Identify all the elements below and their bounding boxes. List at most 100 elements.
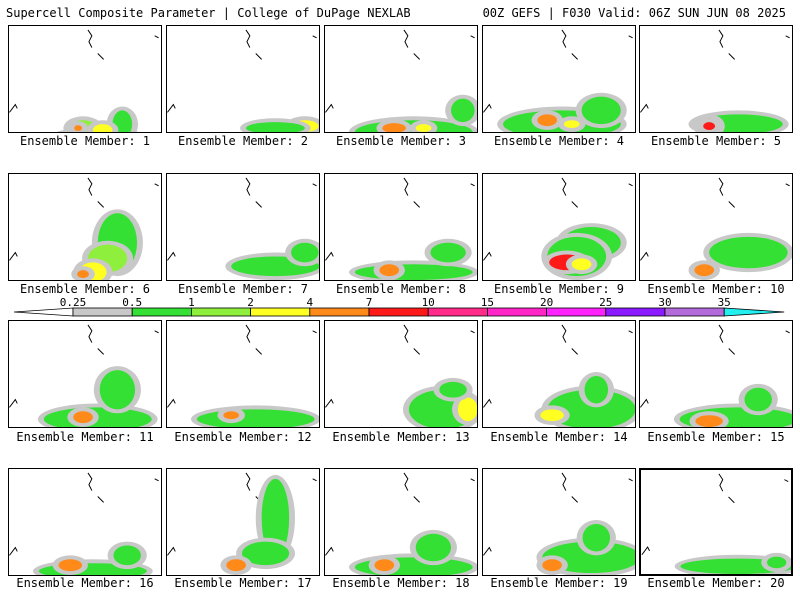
panel-map-12 xyxy=(167,324,319,427)
colorbar-segment xyxy=(72,307,133,317)
colorbar-right-arrow xyxy=(723,307,785,317)
scp-contour xyxy=(92,124,113,132)
ensemble-panel-2[interactable] xyxy=(166,25,320,133)
coastline xyxy=(483,177,633,261)
colorbar-tick-label: 15 xyxy=(480,296,495,309)
ensemble-member-label: Ensemble Member: 10 xyxy=(647,282,785,296)
coastline xyxy=(483,29,633,113)
ensemble-member-label: Ensemble Member: 18 xyxy=(332,576,470,590)
panel-map-8 xyxy=(325,177,477,280)
scp-contour xyxy=(415,533,452,562)
panel-map-1 xyxy=(9,29,159,132)
panel-map-20 xyxy=(641,473,791,574)
ensemble-panel-5[interactable] xyxy=(639,25,793,133)
ensemble-panel-13[interactable] xyxy=(324,320,478,428)
ensemble-panel-15[interactable] xyxy=(639,320,793,428)
ensemble-panel-12[interactable] xyxy=(166,320,320,428)
coastline xyxy=(325,177,475,261)
scp-contour xyxy=(540,409,564,422)
colorbar-segment xyxy=(368,307,429,317)
scp-contour xyxy=(354,264,473,280)
ensemble-member-label: Ensemble Member: 13 xyxy=(332,430,470,444)
coastline xyxy=(9,177,159,261)
scp-contour xyxy=(695,415,723,427)
colorbar-tick-label: 7 xyxy=(365,296,373,309)
ensemble-panel-6[interactable] xyxy=(8,173,162,281)
colorbar-tick-label: 0.5 xyxy=(122,296,143,309)
coastline xyxy=(167,177,317,261)
ensemble-panel-4[interactable] xyxy=(482,25,636,133)
coastline xyxy=(9,29,159,113)
colorbar-segment xyxy=(427,307,488,317)
coastline xyxy=(167,324,317,408)
scp-contour xyxy=(709,236,788,269)
colorbar-tick-label: 20 xyxy=(539,296,554,309)
ensemble-panel-3[interactable] xyxy=(324,25,478,133)
colorbar-segment xyxy=(546,307,607,317)
colorbar-segment xyxy=(664,307,725,317)
colorbar-legend: 0.25 0.5 1 2 4 7 10 15 20 25 30 35 xyxy=(0,296,800,322)
colorbar-tick-label: 1 xyxy=(188,296,195,309)
scp-contour xyxy=(767,556,787,569)
ensemble-panel-1[interactable] xyxy=(8,25,162,133)
scp-contour xyxy=(451,98,475,123)
colorbar-tick-label: 2 xyxy=(247,296,254,309)
colorbar-segment xyxy=(486,307,547,317)
panel-map-19 xyxy=(483,472,635,575)
scp-contour xyxy=(74,125,83,132)
ensemble-panel-19[interactable] xyxy=(482,468,636,576)
scp-contour xyxy=(439,381,467,398)
scp-contour xyxy=(226,559,246,572)
ensemble-panel-10[interactable] xyxy=(639,173,793,281)
scp-contour xyxy=(291,242,319,263)
panel-map-15 xyxy=(640,324,792,427)
panel-map-2 xyxy=(167,29,319,132)
colorbar-tick-label: 35 xyxy=(717,296,731,309)
colorbar-left-arrow xyxy=(13,307,74,317)
ensemble-member-label: Ensemble Member: 2 xyxy=(177,134,309,148)
scp-contour xyxy=(571,258,592,271)
ensemble-panel-14[interactable] xyxy=(482,320,636,428)
scp-contour xyxy=(584,375,609,404)
coastline xyxy=(325,324,475,408)
ensemble-member-label: Ensemble Member: 4 xyxy=(493,134,625,148)
ensemble-member-label: Ensemble Member: 20 xyxy=(647,576,785,590)
panel-map-18 xyxy=(325,472,477,575)
chart-title: Supercell Composite Parameter | College … xyxy=(6,6,411,20)
colorbar-segment xyxy=(605,307,666,317)
scp-contour xyxy=(537,114,558,127)
scp-contour xyxy=(374,559,395,572)
scp-contour xyxy=(99,370,136,410)
scp-contour xyxy=(77,270,89,279)
colorbar-segment xyxy=(309,307,370,317)
ensemble-panel-17[interactable] xyxy=(166,468,320,576)
ensemble-panel-18[interactable] xyxy=(324,468,478,576)
scp-contour xyxy=(73,411,93,424)
ensemble-member-label: Ensemble Member: 9 xyxy=(493,282,625,296)
ensemble-member-label: Ensemble Member: 14 xyxy=(490,430,628,444)
scp-contour xyxy=(58,559,83,572)
ensemble-member-label: Ensemble Member: 16 xyxy=(16,576,154,590)
scp-contour xyxy=(744,387,772,412)
ensemble-member-label: Ensemble Member: 5 xyxy=(650,134,782,148)
coastline xyxy=(167,29,317,113)
ensemble-panel-9[interactable] xyxy=(482,173,636,281)
ensemble-panel-7[interactable] xyxy=(166,173,320,281)
coastline xyxy=(325,472,475,556)
ensemble-panel-8[interactable] xyxy=(324,173,478,281)
ensemble-member-label: Ensemble Member: 11 xyxy=(16,430,154,444)
scp-contour xyxy=(582,523,611,552)
coastline xyxy=(483,472,633,556)
ensemble-panel-11[interactable] xyxy=(8,320,162,428)
scp-contour xyxy=(430,242,466,263)
ensemble-panel-20[interactable] xyxy=(639,468,793,576)
ensemble-member-label: Ensemble Member: 19 xyxy=(490,576,628,590)
ensemble-member-label: Ensemble Member: 15 xyxy=(647,430,785,444)
panel-map-17 xyxy=(167,472,317,575)
colorbar-tick-label: 0.25 xyxy=(59,296,87,309)
scp-contour xyxy=(242,541,290,566)
panel-map-3 xyxy=(325,29,477,132)
scp-contour xyxy=(245,122,305,132)
ensemble-panel-16[interactable] xyxy=(8,468,162,576)
coastline xyxy=(325,29,475,113)
